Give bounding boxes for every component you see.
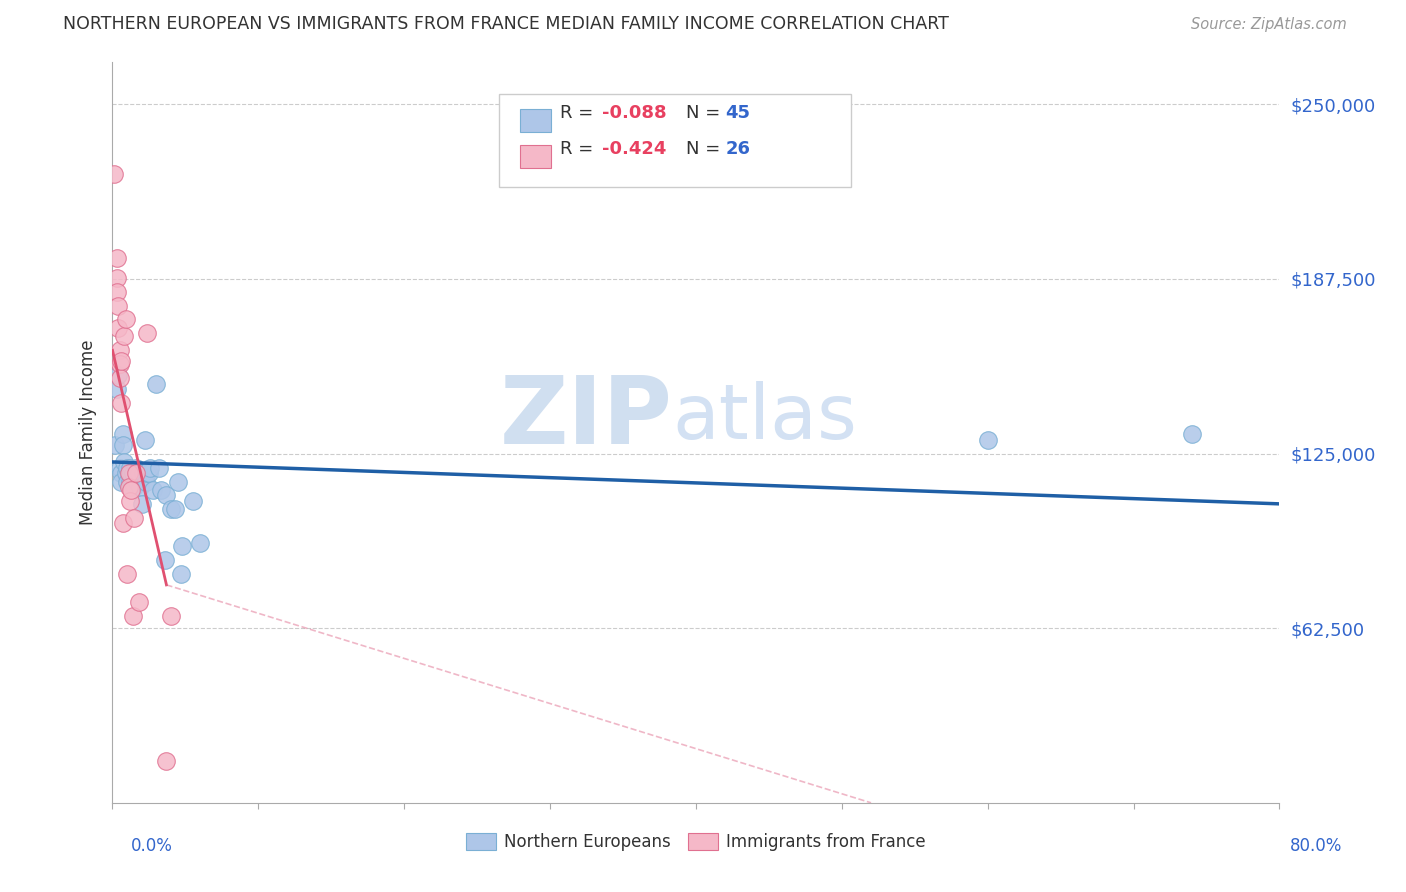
Point [135,475,157,489]
Point [1181,427,1204,442]
Point [160,502,183,516]
Point [115,566,138,581]
Point [128,594,150,608]
Point [134,433,156,447]
Point [122,466,145,480]
Point [108,357,131,371]
Point [127,466,149,480]
Point [129,480,152,494]
Text: atlas: atlas [672,381,858,455]
Point [117,466,139,480]
Text: 80.0%: 80.0% [1291,837,1343,855]
Point [125,460,148,475]
Point [108,371,131,385]
Point [136,326,159,341]
Point [114,312,136,326]
Point [110,466,132,480]
Point [976,433,998,447]
Point [120,466,142,480]
Point [172,539,194,553]
Text: N =: N = [686,140,725,158]
Point [112,329,135,343]
Point [108,460,131,475]
Point [105,285,128,299]
Point [115,475,138,489]
Point [111,427,134,442]
Point [128,466,150,480]
Point [111,438,134,452]
Point [148,460,170,475]
Point [103,167,125,181]
Point [181,494,204,508]
Text: Source: ZipAtlas.com: Source: ZipAtlas.com [1191,17,1347,31]
Point [112,455,135,469]
Point [136,466,159,480]
Text: -0.424: -0.424 [602,140,666,158]
Point [153,553,176,567]
Point [108,343,131,358]
Point [110,354,132,368]
Point [155,754,177,768]
Legend: Northern Europeans, Immigrants from France: Northern Europeans, Immigrants from Fran… [460,826,932,857]
Point [165,502,187,516]
Point [149,483,172,497]
Point [118,460,141,475]
Text: 45: 45 [725,103,751,121]
Text: N =: N = [686,103,725,121]
Point [110,475,132,489]
Point [132,466,155,480]
Point [122,608,145,623]
Point [105,382,128,396]
Point [104,438,127,452]
Point [155,488,177,502]
Point [120,480,142,494]
Point [167,475,190,489]
Point [107,298,129,312]
Point [111,516,134,531]
Point [118,494,141,508]
Point [145,376,167,391]
Point [107,321,129,335]
Point [117,480,139,494]
Point [107,368,129,383]
Point [131,497,153,511]
Point [139,460,162,475]
Point [170,566,193,581]
Point [160,608,183,623]
Point [138,466,160,480]
Point [125,466,148,480]
Text: 26: 26 [725,140,751,158]
Text: NORTHERN EUROPEAN VS IMMIGRANTS FROM FRANCE MEDIAN FAMILY INCOME CORRELATION CHA: NORTHERN EUROPEAN VS IMMIGRANTS FROM FRA… [63,14,949,32]
Point [188,536,211,550]
Point [117,466,139,480]
Point [115,460,138,475]
Point [142,483,165,497]
Point [110,396,132,410]
Text: -0.088: -0.088 [602,103,666,121]
Point [120,483,142,497]
Point [127,475,149,489]
Point [124,511,146,525]
Point [105,270,128,285]
Y-axis label: Median Family Income: Median Family Income [79,340,97,525]
Text: R =: R = [560,103,599,121]
Text: 0.0%: 0.0% [131,837,173,855]
Point [124,480,146,494]
Point [105,251,128,265]
Text: ZIP: ZIP [499,372,672,464]
Text: R =: R = [560,140,599,158]
Point [118,475,141,489]
Point [114,466,136,480]
